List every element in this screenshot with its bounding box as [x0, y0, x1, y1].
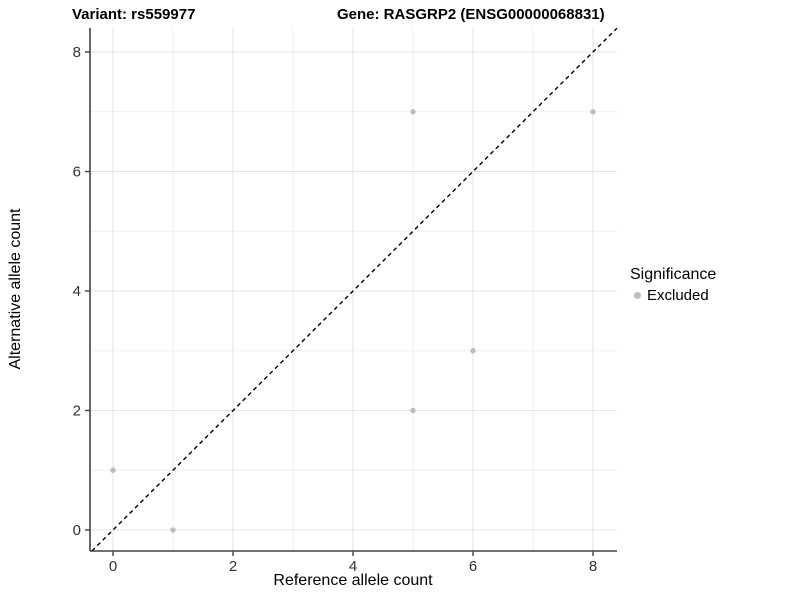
data-point — [110, 467, 116, 473]
data-point — [410, 407, 416, 414]
data-point — [590, 109, 596, 115]
legend-title: Significance — [630, 266, 717, 283]
excluded-point-icon — [634, 292, 641, 299]
x-tick-label: 2 — [229, 558, 237, 575]
y-tick-label: 4 — [73, 283, 81, 300]
variant-title: Variant: rs559977 — [72, 6, 196, 23]
y-tick-label: 2 — [73, 403, 81, 420]
x-tick-label: 8 — [589, 558, 597, 575]
legend-item-label: Excluded — [647, 287, 709, 304]
legend: Significance Excluded — [630, 266, 716, 304]
x-tick-label: 4 — [349, 558, 357, 575]
legend-item-excluded: Excluded — [630, 287, 716, 304]
data-point — [410, 109, 416, 115]
y-tick-label: 8 — [73, 44, 81, 61]
identity-line — [91, 27, 618, 552]
x-tick-label: 6 — [469, 558, 477, 575]
x-tick-label: 0 — [109, 558, 117, 575]
data-point — [170, 527, 176, 533]
y-axis-title: Alternative allele count — [7, 208, 24, 370]
x-axis-title: Reference allele count — [273, 572, 433, 589]
y-tick-label: 0 — [73, 522, 81, 539]
y-tick-label: 6 — [73, 164, 81, 181]
gene-title: Gene: RASGRP2 (ENSG00000068831) — [337, 6, 605, 23]
data-point — [470, 348, 476, 354]
